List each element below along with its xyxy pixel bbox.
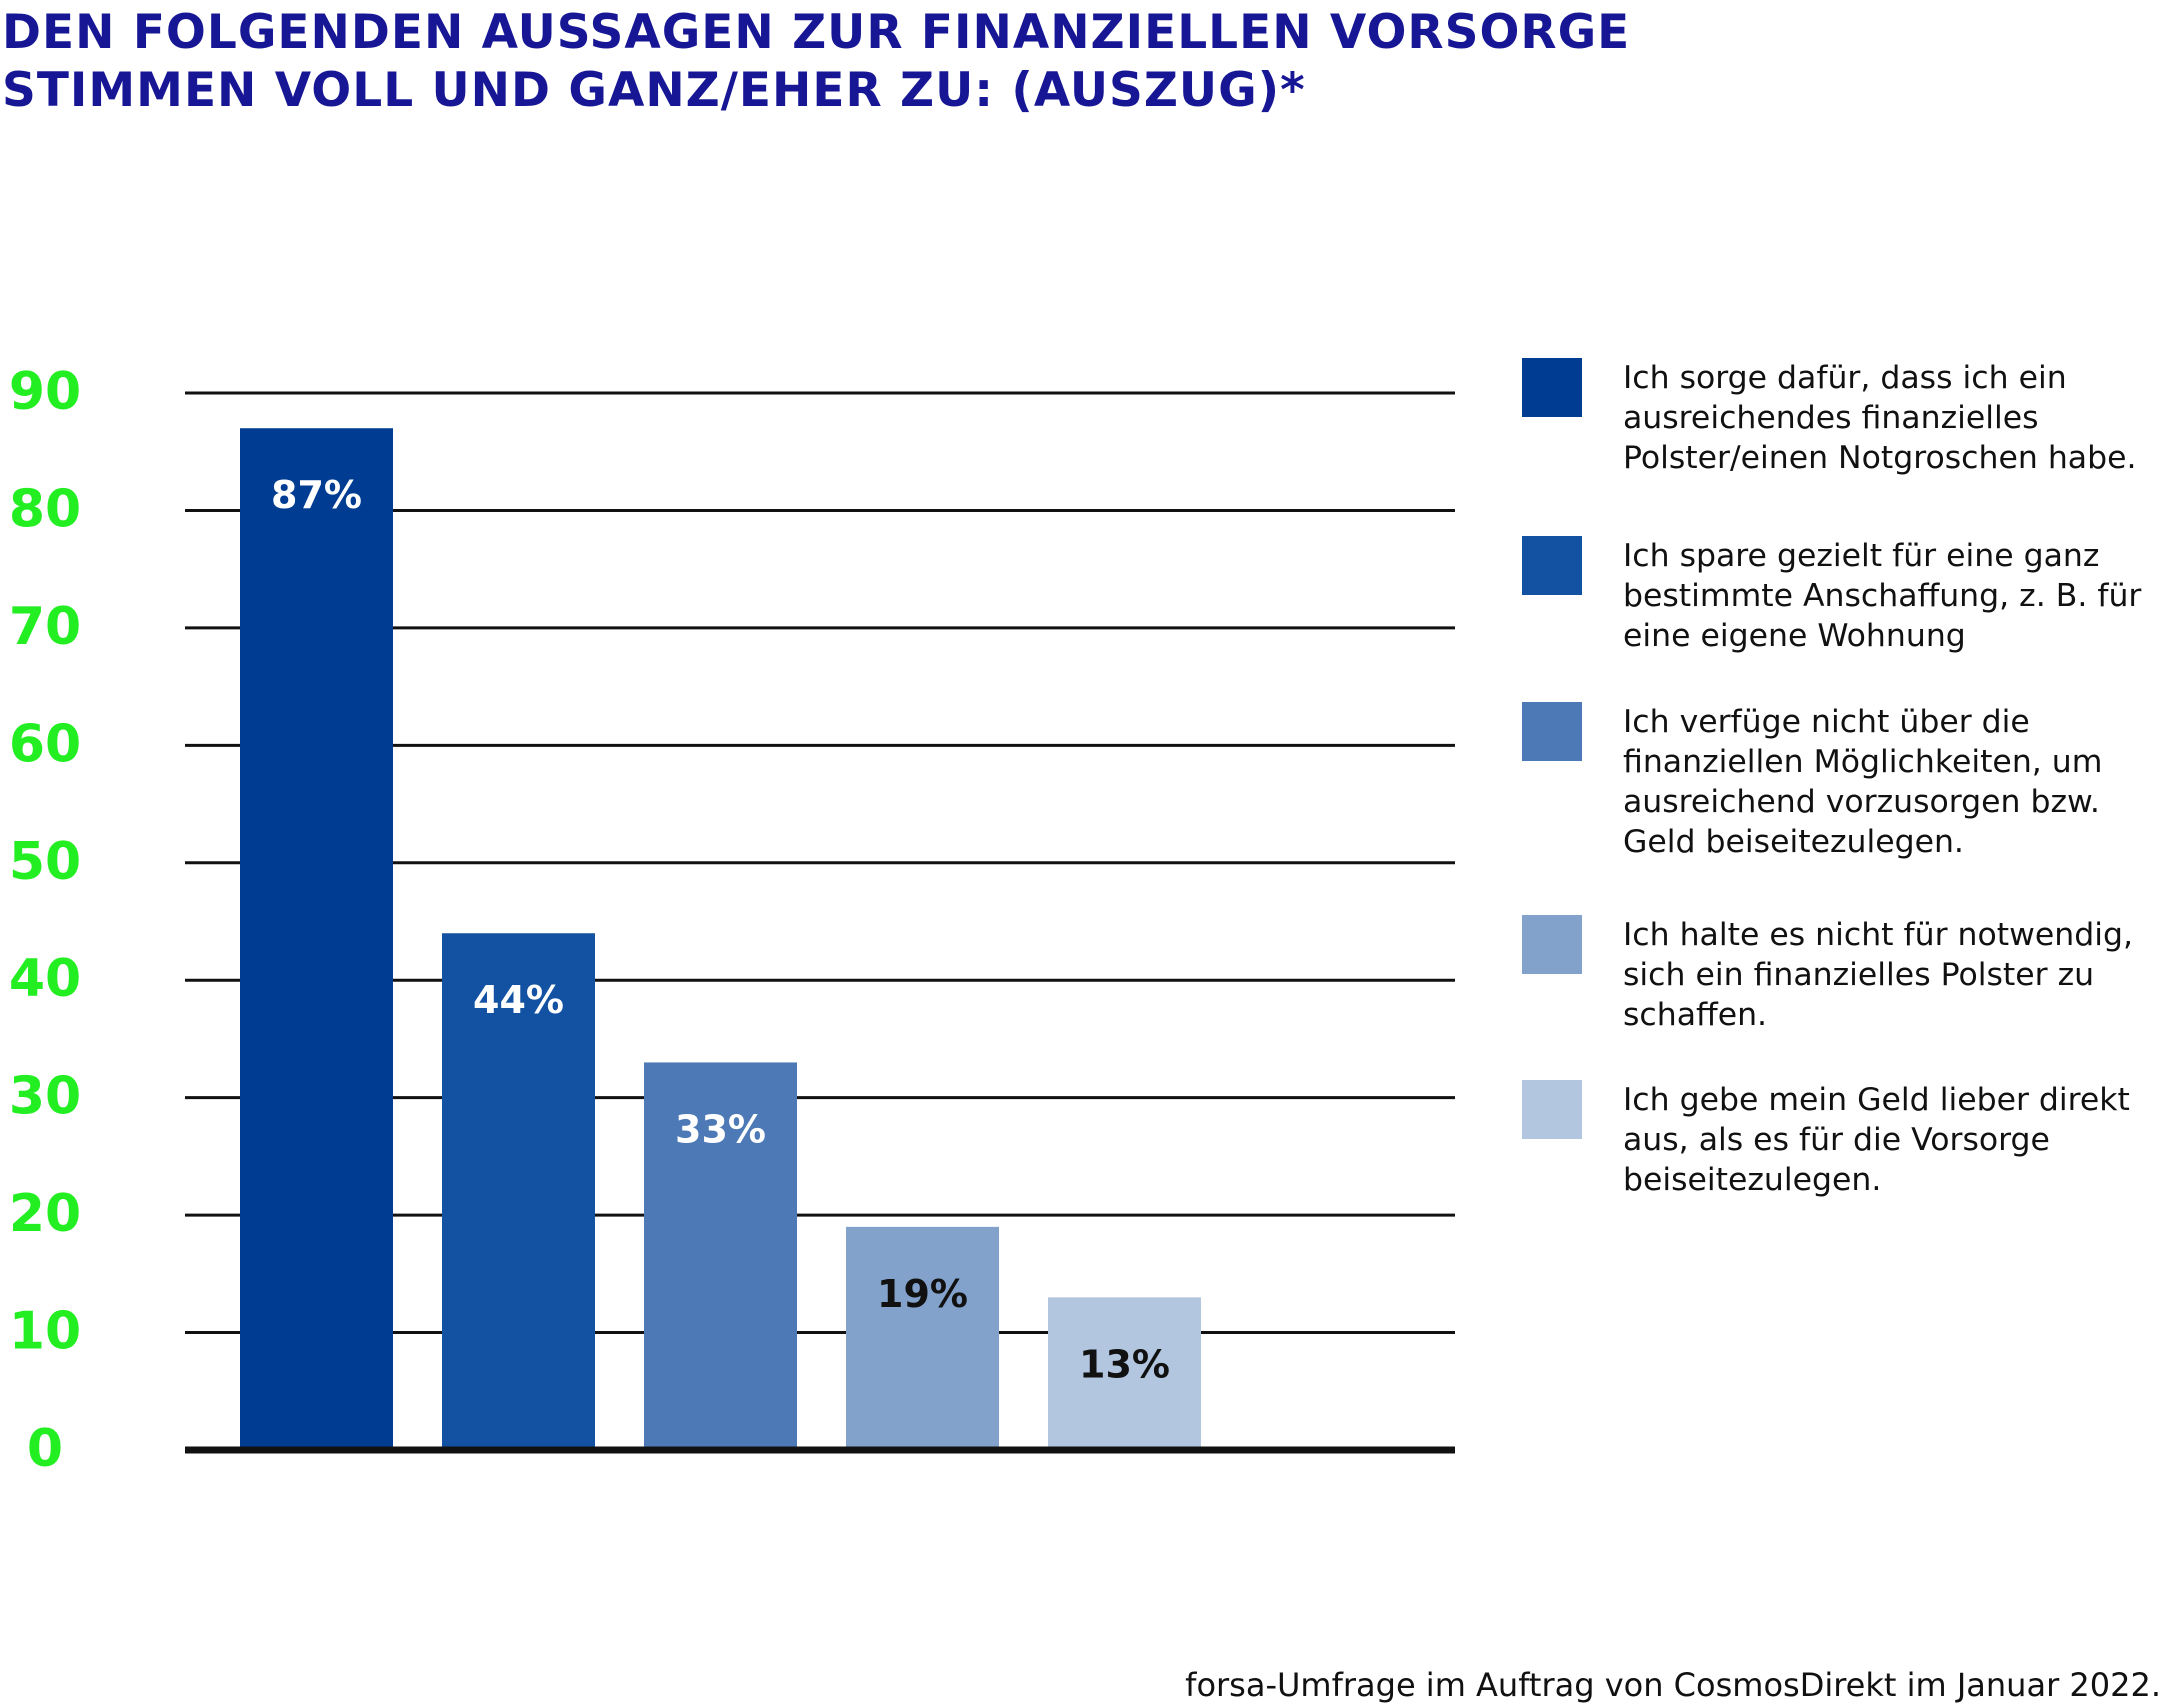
bar: [644, 1062, 797, 1450]
y-tick-label: 30: [9, 1067, 81, 1127]
legend-label-line: Ich halte es nicht für notwendig,: [1623, 917, 2133, 953]
y-tick-label: 20: [9, 1184, 81, 1244]
bar-data-label: 44%: [473, 978, 564, 1022]
legend-label-line: Ich spare gezielt für eine ganz: [1623, 538, 2100, 574]
y-axis-tick-labels: 0 10 20 30 40 50 60 70 80 90: [9, 362, 81, 1479]
legend-label-line: bestimmte Anschaffung, z. B. für: [1623, 578, 2142, 614]
legend-label: Ich verfüge nicht über die finanziellen M…: [1623, 702, 2163, 862]
legend-swatch: [1522, 1080, 1582, 1139]
legend-label-line: Geld beiseitezulegen.: [1623, 824, 1964, 860]
legend-label-line: ausreichendes finanzielles: [1623, 400, 2039, 436]
legend-swatch: [1522, 915, 1582, 974]
bar: [1048, 1297, 1201, 1450]
legend-label-line: Ich sorge dafür, dass ich ein: [1623, 360, 2067, 396]
legend-label-line: eine eigene Wohnung: [1623, 618, 1966, 654]
bar-data-label: 19%: [877, 1272, 968, 1316]
legend-label-line: Ich verfüge nicht über die: [1623, 704, 2030, 740]
chart-title-line-2: STIMMEN VOLL UND GANZ/EHER ZU: (AUSZUG)*: [2, 63, 1306, 118]
bar-data-labels: 87% 44% 33% 19% 13%: [271, 473, 1170, 1386]
legend-label-line: aus, als es für die Vorsorge: [1623, 1122, 2050, 1158]
bar: [442, 933, 595, 1450]
legend-label: Ich gebe mein Geld lieber direkt aus, als…: [1623, 1080, 2163, 1200]
y-tick-label: 0: [27, 1419, 63, 1479]
y-tick-label: 60: [9, 714, 81, 774]
legend-label-line: sich ein finanzielles Polster zu: [1623, 957, 2095, 993]
bar-data-label: 87%: [271, 473, 362, 517]
bar-data-label: 13%: [1079, 1342, 1170, 1386]
legend-label-line: schaffen.: [1623, 997, 1768, 1033]
legend-swatch: [1522, 358, 1582, 417]
y-tick-label: 50: [9, 832, 81, 892]
gridlines: [185, 391, 1455, 1335]
legend-label-line: finanziellen Möglichkeiten, um: [1623, 744, 2103, 780]
bar-chart: 0 10 20 30 40 50 60 70 80 90 87% 44% 33% 19% 13%: [9, 362, 1455, 1479]
legend-label-line: beiseitezulegen.: [1623, 1162, 1882, 1198]
y-tick-label: 80: [9, 479, 81, 539]
legend-label: Ich halte es nicht für notwendig, sich ei…: [1623, 915, 2163, 1035]
y-tick-label: 90: [9, 362, 81, 422]
chart-title: DEN FOLGENDEN AUSSAGEN ZUR FINANZIELLEN …: [2, 4, 1631, 120]
legend-swatch: [1522, 702, 1582, 761]
bars: [240, 428, 1201, 1450]
y-tick-label: 10: [9, 1302, 81, 1362]
bar: [240, 428, 393, 1450]
legend-label-line: Polster/einen Notgroschen habe.: [1623, 440, 2137, 476]
legend-label-line: Ich gebe mein Geld lieber direkt: [1623, 1082, 2130, 1118]
y-tick-label: 40: [9, 949, 81, 1009]
legend-label-line: ausreichend vorzusorgen bzw.: [1623, 784, 2100, 820]
bar-data-label: 33%: [675, 1107, 766, 1151]
bar: [846, 1226, 999, 1450]
legend-label: Ich sorge dafür, dass ich ein ausreichend…: [1623, 358, 2163, 478]
legend-swatch: [1522, 536, 1582, 595]
source-note: forsa-Umfrage im Auftrag von CosmosDirek…: [1185, 1666, 2161, 1704]
legend-label: Ich spare gezielt für eine ganz bestimmte…: [1623, 536, 2163, 656]
chart-title-line-1: DEN FOLGENDEN AUSSAGEN ZUR FINANZIELLEN …: [2, 5, 1631, 60]
y-tick-label: 70: [9, 597, 81, 657]
